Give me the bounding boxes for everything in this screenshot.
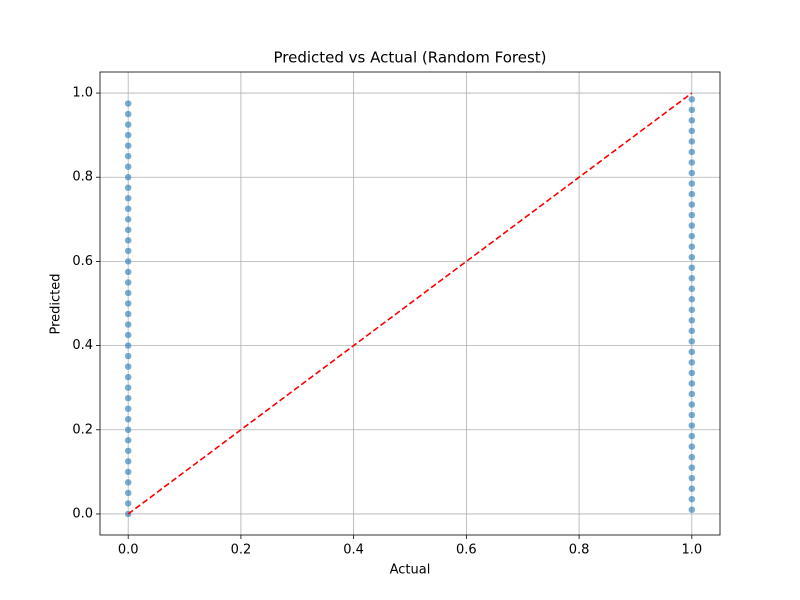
plot-frame bbox=[99, 71, 721, 536]
point bbox=[688, 127, 696, 135]
point bbox=[688, 306, 696, 314]
point bbox=[688, 432, 696, 440]
point bbox=[688, 158, 696, 167]
point bbox=[124, 394, 132, 402]
point bbox=[688, 453, 696, 461]
x-tick-label: 1.0 bbox=[681, 543, 702, 558]
point bbox=[124, 205, 132, 213]
point bbox=[688, 200, 696, 209]
point bbox=[124, 415, 132, 423]
point bbox=[688, 221, 696, 230]
point bbox=[124, 331, 132, 339]
point bbox=[124, 152, 132, 160]
point bbox=[124, 173, 132, 181]
y-axis-label: Predicted bbox=[49, 273, 64, 334]
point bbox=[124, 268, 132, 276]
point bbox=[124, 226, 132, 234]
point bbox=[688, 274, 696, 282]
point bbox=[124, 426, 132, 434]
point bbox=[124, 120, 132, 129]
point bbox=[688, 369, 696, 377]
point bbox=[688, 348, 696, 356]
y-tick-label: 0.8 bbox=[72, 170, 93, 185]
x-tick-label: 0.0 bbox=[118, 543, 139, 558]
point bbox=[124, 141, 132, 150]
point bbox=[688, 148, 696, 156]
point bbox=[124, 110, 132, 118]
point bbox=[688, 411, 696, 419]
point bbox=[124, 468, 132, 476]
x-tick-label: 0.6 bbox=[456, 543, 477, 558]
point bbox=[124, 162, 132, 171]
point bbox=[124, 215, 132, 224]
point bbox=[124, 278, 132, 287]
point bbox=[688, 190, 696, 198]
point bbox=[124, 457, 132, 466]
point bbox=[124, 289, 132, 297]
point bbox=[688, 505, 696, 514]
point bbox=[124, 320, 132, 329]
point bbox=[688, 379, 696, 388]
y-tick-label: 1.0 bbox=[72, 86, 93, 101]
x-tick-label: 0.4 bbox=[343, 543, 364, 558]
point bbox=[124, 447, 132, 455]
point bbox=[688, 263, 696, 272]
point bbox=[688, 116, 696, 125]
point bbox=[124, 352, 132, 360]
point bbox=[688, 327, 696, 335]
point bbox=[688, 495, 696, 503]
point bbox=[688, 253, 696, 261]
point bbox=[124, 489, 132, 497]
point bbox=[688, 484, 696, 493]
point bbox=[124, 436, 132, 445]
point bbox=[688, 400, 696, 409]
point bbox=[124, 299, 132, 308]
point bbox=[124, 362, 132, 371]
point bbox=[124, 257, 132, 266]
point bbox=[688, 463, 696, 472]
point bbox=[688, 242, 696, 251]
reference-line bbox=[127, 92, 693, 515]
point bbox=[124, 404, 132, 413]
point bbox=[124, 247, 132, 255]
point bbox=[688, 169, 696, 177]
point bbox=[688, 442, 696, 451]
point bbox=[688, 358, 696, 367]
point bbox=[124, 99, 132, 108]
point bbox=[124, 341, 132, 350]
point bbox=[688, 137, 696, 146]
point bbox=[688, 285, 696, 293]
chart-title: Predicted vs Actual (Random Forest) bbox=[273, 49, 546, 67]
y-tick-label: 0.4 bbox=[72, 338, 93, 353]
point bbox=[688, 179, 696, 188]
point bbox=[688, 390, 696, 398]
point bbox=[688, 211, 696, 219]
y-tick-label: 0.6 bbox=[72, 254, 93, 269]
point bbox=[124, 310, 132, 318]
y-tick-label: 0.0 bbox=[72, 506, 93, 521]
point bbox=[124, 499, 132, 508]
point bbox=[688, 316, 696, 325]
point bbox=[688, 232, 696, 240]
point bbox=[688, 295, 696, 304]
point bbox=[124, 373, 132, 381]
point bbox=[124, 184, 132, 192]
point bbox=[124, 131, 132, 139]
point bbox=[688, 474, 696, 482]
point bbox=[124, 478, 132, 487]
point bbox=[688, 95, 696, 104]
point bbox=[124, 236, 132, 245]
x-tick-label: 0.2 bbox=[231, 543, 252, 558]
x-axis-label: Actual bbox=[390, 563, 431, 578]
x-tick-label: 0.8 bbox=[569, 543, 590, 558]
y-tick-label: 0.2 bbox=[72, 422, 93, 437]
point bbox=[124, 383, 132, 392]
point bbox=[124, 194, 132, 203]
point bbox=[688, 421, 696, 430]
point bbox=[688, 337, 696, 346]
point bbox=[688, 106, 696, 114]
